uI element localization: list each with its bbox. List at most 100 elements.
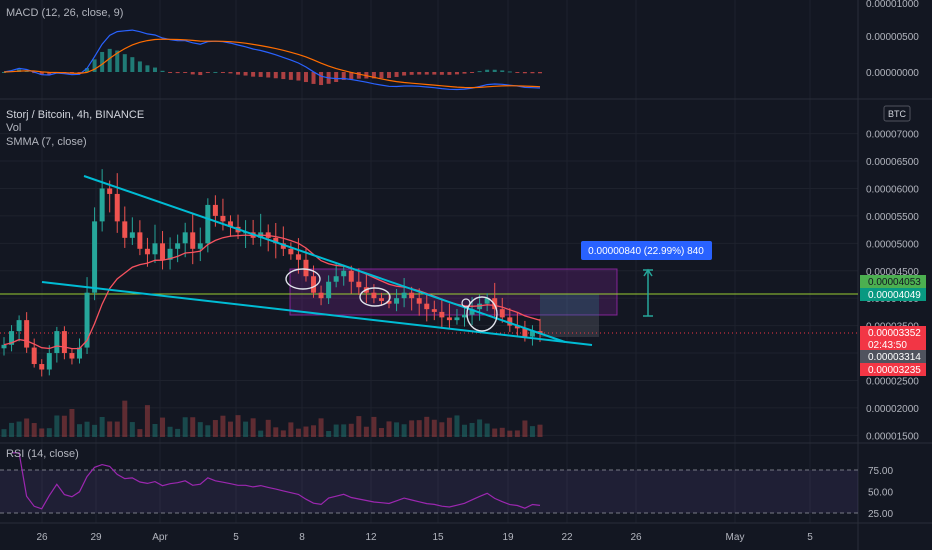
volume-bar xyxy=(477,419,483,437)
candle-body xyxy=(484,298,490,304)
candle-body xyxy=(243,232,249,234)
macd-histogram-bar xyxy=(485,69,490,72)
candle-body xyxy=(394,298,400,304)
volume-bar xyxy=(295,428,301,437)
candle-body xyxy=(431,309,437,312)
volume-bar xyxy=(212,420,218,437)
supply-zone[interactable] xyxy=(289,268,618,316)
macd-histogram-bar xyxy=(122,54,127,72)
macd-histogram-bar xyxy=(394,72,399,77)
price-tag-label: 02:43:50 xyxy=(868,340,907,351)
candle-body xyxy=(92,221,98,293)
time-tick-label: 29 xyxy=(90,532,102,543)
candle-body xyxy=(197,243,203,249)
time-axis[interactable]: 26 29 Apr 5 8 12 15 19 22 26 May 5 xyxy=(36,532,813,543)
volume-bar xyxy=(122,400,128,437)
time-tick-label: 26 xyxy=(630,532,642,543)
volume-bar xyxy=(356,416,362,437)
macd-tick-label: 0.00001000 xyxy=(866,0,919,10)
volume-bar xyxy=(16,421,22,437)
price-tag-label: 0.00004049 xyxy=(868,290,921,301)
macd-histogram-bar xyxy=(349,72,354,80)
candle-body xyxy=(341,270,347,277)
macd-signal-line xyxy=(3,38,541,89)
volume-bar xyxy=(378,428,384,437)
rsi-tick-label: 50.00 xyxy=(868,488,893,499)
macd-histogram-bar xyxy=(515,72,520,73)
volume-bar xyxy=(235,415,241,437)
rsi-line xyxy=(11,452,541,510)
macd-histogram-bar xyxy=(100,51,105,72)
price-axis[interactable]: 0.00007000 0.00006500 0.00006000 0.00005500… xyxy=(866,130,919,443)
price-tags: 0.000040530.000040490.0000335202:43:500.… xyxy=(860,275,926,376)
macd-histogram-bar xyxy=(311,72,316,84)
candle-body xyxy=(46,353,52,370)
annotation-ellipse-1[interactable] xyxy=(285,268,321,290)
time-tick-label: 5 xyxy=(233,532,239,543)
macd-histogram-bar xyxy=(507,71,512,73)
target-box[interactable] xyxy=(540,294,599,316)
candle-body xyxy=(318,292,324,299)
macd-histogram-bar xyxy=(160,70,165,72)
candle-body xyxy=(129,232,135,238)
volume-bar xyxy=(39,428,45,437)
candle-body xyxy=(409,292,415,299)
price-tag-label: 0.00003235 xyxy=(868,365,921,376)
volume-bar xyxy=(333,424,339,437)
candle-body xyxy=(137,232,143,249)
price-tag-label: 0.00004053 xyxy=(868,277,921,288)
macd-histogram-bar xyxy=(213,71,218,73)
volume-bar xyxy=(522,420,528,437)
candle-body xyxy=(160,243,166,260)
price-tick-label: 0.00002500 xyxy=(866,376,919,387)
volume-bar xyxy=(250,418,256,437)
candle-body xyxy=(39,364,45,370)
annotation-circle-small[interactable] xyxy=(461,298,471,308)
candle-body xyxy=(311,276,317,293)
upper-trendline[interactable] xyxy=(83,175,566,343)
lower-trendline[interactable] xyxy=(41,281,593,346)
volume-bar xyxy=(24,418,30,437)
macd-histogram-bar xyxy=(236,72,241,75)
macd-histogram-bar xyxy=(402,72,407,76)
macd-histogram-bar xyxy=(341,72,346,80)
volume-bar xyxy=(31,423,37,437)
macd-histogram-bar xyxy=(296,72,301,81)
annotation-ellipse-3[interactable] xyxy=(466,296,498,332)
volume-bar xyxy=(439,422,445,437)
volume-bar xyxy=(243,421,249,437)
stop-box[interactable] xyxy=(540,316,599,337)
candle-body xyxy=(220,215,226,222)
volume-bar xyxy=(175,428,181,437)
price-tag-box xyxy=(860,288,926,301)
price-tick-label: 0.00004500 xyxy=(866,267,919,278)
macd-histogram-bar xyxy=(85,68,90,72)
macd-histogram-bar xyxy=(417,72,422,75)
symbol-title[interactable]: Storj / Bitcoin, 4h, BINANCE xyxy=(6,109,144,121)
currency-badge-box xyxy=(883,105,911,122)
volume-bar xyxy=(137,429,143,437)
rsi-tick-label: 75.00 xyxy=(868,466,893,477)
volume-bar xyxy=(303,426,309,437)
macd-line xyxy=(3,29,541,91)
candle-body xyxy=(514,325,520,329)
volume-bar xyxy=(76,424,82,437)
macd-histogram-bar xyxy=(168,72,173,73)
macd-histogram-bar xyxy=(470,72,475,73)
rsi-label: RSI (14, close) xyxy=(6,448,79,460)
time-tick-label: 15 xyxy=(432,532,444,543)
candle-body xyxy=(348,270,354,282)
volume-bar xyxy=(9,422,15,437)
candle-body xyxy=(31,347,37,365)
macd-histogram-bar xyxy=(243,72,248,76)
volume-bar xyxy=(341,424,347,437)
macd-histogram-bar xyxy=(387,72,392,78)
macd-histogram-bar xyxy=(500,70,505,72)
volume-bar xyxy=(386,421,392,437)
candle-body xyxy=(9,331,15,345)
volume-bar xyxy=(54,415,60,437)
price-tag-box xyxy=(860,338,926,351)
annotation-ellipse-2[interactable] xyxy=(359,287,391,307)
currency-badge[interactable]: BTC xyxy=(888,109,907,119)
